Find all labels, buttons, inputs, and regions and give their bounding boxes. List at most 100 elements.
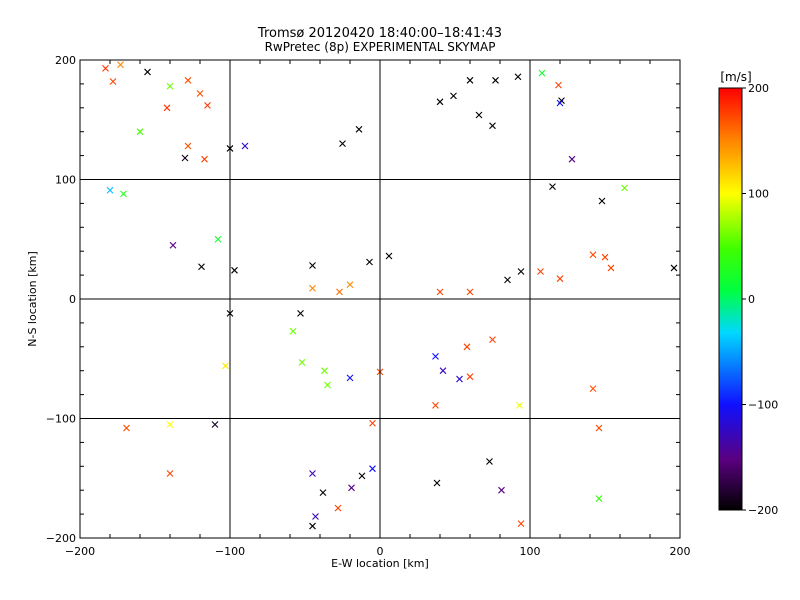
cross-marker [298, 358, 306, 366]
cross-marker [166, 421, 174, 428]
cross-marker [348, 484, 355, 492]
cross-marker [358, 472, 366, 480]
cross-marker [120, 190, 127, 198]
cross-marker [355, 125, 363, 133]
cross-marker [466, 288, 474, 296]
y-tick-label: −100 [46, 413, 76, 426]
cross-marker [136, 128, 144, 136]
axis-ticks: −200 −100 0 100 200 −200 −100 0 100 200 [46, 54, 691, 558]
cross-marker [456, 375, 463, 383]
cross-marker [309, 470, 316, 477]
y-tick-label: 0 [69, 293, 76, 306]
cross-marker [489, 122, 496, 130]
cross-marker [486, 458, 493, 465]
cross-marker [166, 470, 174, 477]
cross-marker [537, 268, 544, 275]
cross-marker [598, 197, 606, 205]
cross-marker [516, 401, 523, 409]
x-tick-label: −200 [65, 545, 95, 558]
y-tick-label: 100 [55, 174, 76, 187]
cross-marker [433, 479, 441, 487]
cross-marker [241, 142, 249, 150]
chart-title: Tromsø 20120420 18:40:00–18:41:43 [257, 26, 502, 41]
x-tick-label: 200 [670, 545, 691, 558]
cross-marker [589, 385, 597, 393]
cross-marker [346, 281, 354, 289]
colorbar-tick-label: 0 [748, 293, 755, 306]
cross-marker [595, 424, 603, 432]
colorbar-label: [m/s] [720, 70, 751, 84]
cross-marker [321, 367, 328, 375]
cross-marker [184, 142, 192, 150]
cross-marker [475, 111, 483, 119]
cross-marker [492, 76, 499, 84]
colorbar-tick-label: 100 [748, 188, 769, 201]
cross-marker [309, 262, 316, 269]
cross-marker [466, 76, 474, 84]
cross-marker [463, 343, 471, 351]
cross-marker [369, 465, 376, 473]
cross-marker [595, 495, 603, 502]
cross-marker [312, 513, 319, 520]
cross-marker [366, 258, 373, 266]
cross-marker [670, 264, 678, 272]
cross-marker [123, 424, 130, 432]
data-points [102, 61, 678, 530]
chart-subtitle: RwPretec (8p) EXPERIMENTAL SKYMAP [265, 40, 496, 54]
cross-marker [504, 276, 511, 284]
cross-marker [222, 362, 229, 370]
cross-marker [436, 288, 444, 296]
colorbar-ticks: 200 100 0 −100 −200 [742, 82, 778, 517]
cross-marker [556, 275, 564, 283]
cross-marker [231, 266, 238, 274]
cross-marker [166, 82, 174, 90]
cross-marker [549, 183, 556, 191]
cross-marker [568, 155, 576, 163]
cross-marker [106, 186, 114, 194]
colorbar-tick-label: −100 [748, 399, 778, 412]
cross-marker [489, 336, 496, 344]
cross-marker [498, 486, 505, 494]
cross-marker [514, 73, 522, 81]
cross-marker [309, 522, 316, 530]
cross-marker [439, 367, 447, 375]
cross-marker [607, 264, 615, 272]
cross-marker [466, 373, 474, 381]
cross-marker [432, 401, 439, 409]
cross-marker [517, 268, 525, 275]
cross-marker [198, 263, 205, 271]
cross-marker [385, 252, 393, 260]
grid-lines [80, 60, 680, 538]
cross-marker [589, 251, 597, 259]
cross-marker [309, 284, 316, 292]
y-tick-label: 200 [55, 54, 76, 67]
cross-marker [336, 288, 343, 296]
cross-marker [144, 68, 151, 76]
x-tick-label: 100 [520, 545, 541, 558]
cross-marker [319, 489, 327, 496]
cross-marker [184, 76, 192, 84]
cross-marker [339, 140, 346, 148]
colorbar-tick-label: −200 [748, 504, 778, 517]
cross-marker [432, 352, 439, 360]
cross-marker [163, 104, 171, 112]
cross-marker [181, 154, 189, 162]
cross-marker [297, 309, 304, 317]
cross-marker [346, 374, 354, 382]
cross-marker [601, 253, 609, 261]
cross-marker [196, 90, 204, 97]
x-tick-label: 0 [377, 545, 384, 558]
x-tick-label: −100 [215, 545, 245, 558]
cross-marker [556, 99, 564, 107]
cross-marker [102, 64, 109, 72]
y-tick-label: −200 [46, 532, 76, 545]
cross-marker [117, 61, 124, 69]
cross-marker [621, 184, 628, 192]
cross-marker [214, 235, 222, 243]
cross-marker [436, 98, 444, 106]
cross-marker [555, 81, 562, 89]
cross-marker [450, 92, 457, 100]
cross-marker [369, 419, 376, 427]
cross-marker [324, 381, 331, 389]
